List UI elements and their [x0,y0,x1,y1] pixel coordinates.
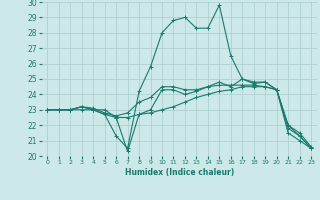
X-axis label: Humidex (Indice chaleur): Humidex (Indice chaleur) [124,168,234,177]
